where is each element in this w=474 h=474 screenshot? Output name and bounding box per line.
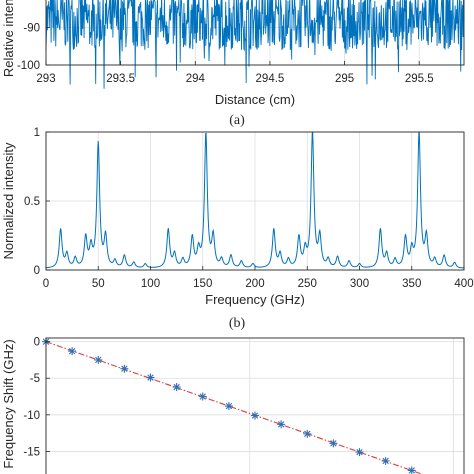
panel-a-x-axis-label: Distance (cm) [215, 92, 295, 107]
panel-c-y-ticks: 0 -5 -10 -15 [23, 337, 50, 458]
x-tick-label: 250 [298, 278, 317, 290]
y-tick-label: -15 [23, 446, 40, 458]
data-point-marker [68, 347, 77, 356]
x-tick-label: 100 [141, 278, 160, 290]
panel-c-y-axis-label: Frequency Shift (GHz) [1, 339, 16, 468]
x-tick-label: 294.5 [256, 73, 285, 85]
data-point-marker [407, 466, 416, 474]
panel-c-markers [42, 337, 416, 474]
panel-b-x-ticks: 0 50 100 150 200 250 300 350 400 [43, 266, 474, 290]
x-tick-label: 295.5 [405, 73, 434, 85]
data-point-marker [381, 456, 390, 465]
panel-a-chart: 293 293.5 294 294.5 295 295.5 -90 -100 Distanc… [1, 0, 465, 128]
data-point-marker [94, 355, 103, 364]
panel-a-label: (a) [229, 113, 245, 128]
x-tick-label: 400 [454, 278, 473, 290]
x-tick-label: 300 [350, 278, 369, 290]
x-tick-label: 0 [43, 278, 49, 290]
panel-b-label: (b) [229, 316, 246, 331]
data-point-marker [198, 392, 207, 401]
panel-b-x-axis-label: Frequency (GHz) [205, 292, 305, 307]
y-tick-label: 0 [34, 337, 40, 349]
x-tick-label: 294 [186, 73, 206, 85]
x-tick-label: 150 [193, 278, 212, 290]
x-tick-label: 350 [402, 278, 421, 290]
data-point-marker [355, 448, 364, 457]
x-tick-label: 200 [245, 278, 264, 290]
x-tick-label: 293 [36, 73, 55, 85]
panel-b-chart: 0 50 100 150 200 250 300 350 400 00.51 Frequency… [1, 127, 474, 331]
panel-b-series-line [45, 131, 465, 269]
y-tick-label: 1 [34, 127, 40, 139]
panel-b-y-axis-label: Normalized intensity [1, 142, 16, 260]
data-point-marker [224, 402, 233, 411]
panel-a-series-line [45, 0, 465, 89]
panel-a-y-axis-label: Relative intensity [1, 0, 16, 77]
y-tick-label: -10 [23, 410, 40, 422]
panel-a-y-ticks: -90 -100 [17, 23, 50, 72]
data-point-marker [120, 364, 129, 373]
panel-a-x-ticks: 293 293.5 294 294.5 295 295.5 [36, 61, 434, 85]
y-tick-label: -5 [30, 373, 40, 385]
panel-b-grid [45, 131, 465, 271]
data-point-marker [329, 439, 338, 448]
data-point-marker [303, 429, 312, 438]
data-point-marker [251, 411, 259, 420]
panel-c-fit-line [45, 341, 424, 474]
panel-b-y-ticks: 00.51 [24, 127, 50, 277]
x-tick-label: 50 [92, 278, 105, 290]
y-tick-label: 0.5 [24, 196, 40, 208]
panel-c-chart: 0 -5 -10 -15 Frequency Shift (GHz) [1, 337, 465, 474]
data-point-marker [172, 383, 181, 392]
panel-c-grid [45, 338, 464, 474]
y-tick-label: -90 [23, 23, 40, 35]
x-tick-label: 293.5 [106, 73, 135, 85]
y-tick-label: 0 [34, 265, 40, 277]
y-tick-label: -100 [17, 60, 40, 72]
panel-c-plot-frame [45, 337, 465, 474]
x-tick-label: 295 [335, 73, 354, 85]
data-point-marker [146, 373, 155, 382]
data-point-marker [277, 420, 286, 429]
